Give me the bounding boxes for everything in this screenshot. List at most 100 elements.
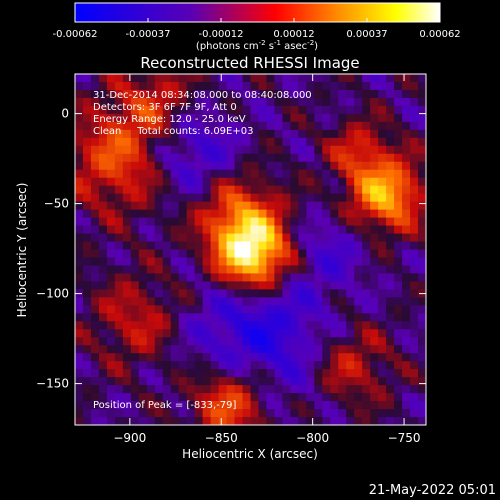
heatmap-cell: [178, 409, 188, 418]
heatmap-cell: [242, 145, 252, 155]
heatmap-cell: [250, 145, 260, 155]
heatmap-cell: [138, 209, 148, 219]
heatmap-cell: [322, 385, 331, 394]
heatmap-cell: [162, 225, 172, 235]
heatmap-cell: [114, 313, 124, 322]
heatmap-cell: [138, 81, 148, 91]
colorbar-unit-label: (photons cm-2 s-1 asec-2): [196, 39, 318, 52]
heatmap-cell: [282, 185, 291, 195]
heatmap-cell: [274, 185, 284, 195]
heatmap-cell: [138, 137, 148, 147]
heatmap-cell: [122, 345, 132, 354]
heatmap-cell: [402, 137, 411, 147]
heatmap-cell: [146, 393, 156, 402]
heatmap-cell: [106, 385, 116, 394]
heatmap-cell: [410, 225, 419, 235]
heatmap-cell: [250, 89, 260, 99]
heatmap-cell: [114, 209, 124, 219]
heatmap-cell: [170, 353, 180, 362]
heatmap-cell: [114, 257, 124, 267]
heatmap-cell: [114, 74, 124, 83]
heatmap-cell: [410, 409, 419, 418]
heatmap-cell: [330, 305, 339, 314]
heatmap-cell: [346, 74, 355, 83]
heatmap-cell: [210, 377, 220, 386]
heatmap-cell: [386, 257, 395, 267]
heatmap-cell: [186, 249, 196, 259]
heatmap-cell: [122, 193, 132, 203]
heatmap-cell: [226, 321, 236, 330]
heatmap-cell: [418, 353, 426, 362]
heatmap-cell: [322, 81, 331, 91]
heatmap-cell: [146, 193, 156, 203]
heatmap-cell: [122, 409, 132, 418]
heatmap-cell: [370, 265, 379, 275]
heatmap-cell: [338, 385, 347, 394]
heatmap-cell: [274, 297, 284, 306]
heatmap-cell: [162, 345, 172, 354]
heatmap-cell: [338, 233, 347, 243]
heatmap-cell: [194, 121, 204, 131]
heatmap-cell: [186, 393, 196, 402]
heatmap-cell: [378, 225, 387, 235]
heatmap-cell: [354, 273, 363, 283]
heatmap-cell: [98, 321, 108, 330]
heatmap-cell: [162, 249, 172, 259]
heatmap-cell: [322, 393, 331, 402]
colorbar: -0.00062 -0.00037 -0.00012 0.00012 0.00037 0.…: [53, 2, 461, 52]
heatmap-cell: [322, 321, 331, 330]
heatmap-cell: [258, 337, 268, 346]
heatmap-cell: [346, 305, 355, 314]
heatmap-cell: [378, 409, 387, 418]
heatmap-cell: [314, 74, 323, 83]
heatmap-cell: [210, 113, 220, 123]
heatmap-cell: [82, 89, 92, 99]
heatmap-cell: [186, 385, 196, 394]
heatmap-cell: [410, 201, 419, 211]
heatmap-cell: [314, 145, 323, 155]
heatmap-cell: [210, 369, 220, 378]
heatmap-cell: [114, 401, 124, 410]
heatmap-cell: [266, 305, 276, 314]
heatmap-cell: [114, 393, 124, 402]
heatmap-cell: [234, 161, 244, 171]
heatmap-cell: [186, 129, 196, 139]
heatmap-cell: [322, 113, 331, 123]
heatmap-cell: [154, 297, 164, 306]
heatmap-cell: [338, 241, 347, 251]
heatmap-cell: [146, 161, 156, 171]
heatmap-cell: [370, 105, 379, 115]
heatmap-cell: [290, 273, 299, 283]
heatmap-cell: [202, 129, 212, 139]
heatmap-cell: [122, 241, 132, 251]
heatmap-cell: [130, 161, 140, 171]
heatmap-cell: [346, 265, 355, 275]
heatmap-cell: [410, 209, 419, 219]
heatmap-cell: [130, 225, 140, 235]
heatmap-cell: [170, 273, 180, 283]
heatmap-cell: [346, 209, 355, 219]
heatmap-cell: [75, 249, 84, 259]
heatmap-cell: [338, 185, 347, 195]
heatmap-cell: [122, 137, 132, 147]
heatmap-cell: [210, 329, 220, 338]
heatmap-cell: [218, 129, 228, 139]
heatmap-cell: [386, 289, 395, 298]
heatmap-cell: [410, 217, 419, 227]
heatmap-cell: [258, 74, 268, 83]
y-tick-label: −100: [36, 287, 69, 301]
heatmap-cell: [266, 97, 276, 107]
heatmap-cell: [114, 217, 124, 227]
heatmap-cell: [274, 377, 284, 386]
heatmap-cell: [122, 377, 132, 386]
heatmap-cell: [162, 353, 172, 362]
heatmap-cell: [338, 305, 347, 314]
heatmap-cell: [186, 193, 196, 203]
heatmap-cell: [202, 81, 212, 91]
heatmap-cell: [266, 377, 276, 386]
heatmap-cell: [146, 369, 156, 378]
heatmap-cell: [322, 337, 331, 346]
heatmap-cell: [210, 153, 220, 163]
heatmap-cell: [362, 305, 371, 314]
heatmap-cell: [90, 209, 100, 219]
